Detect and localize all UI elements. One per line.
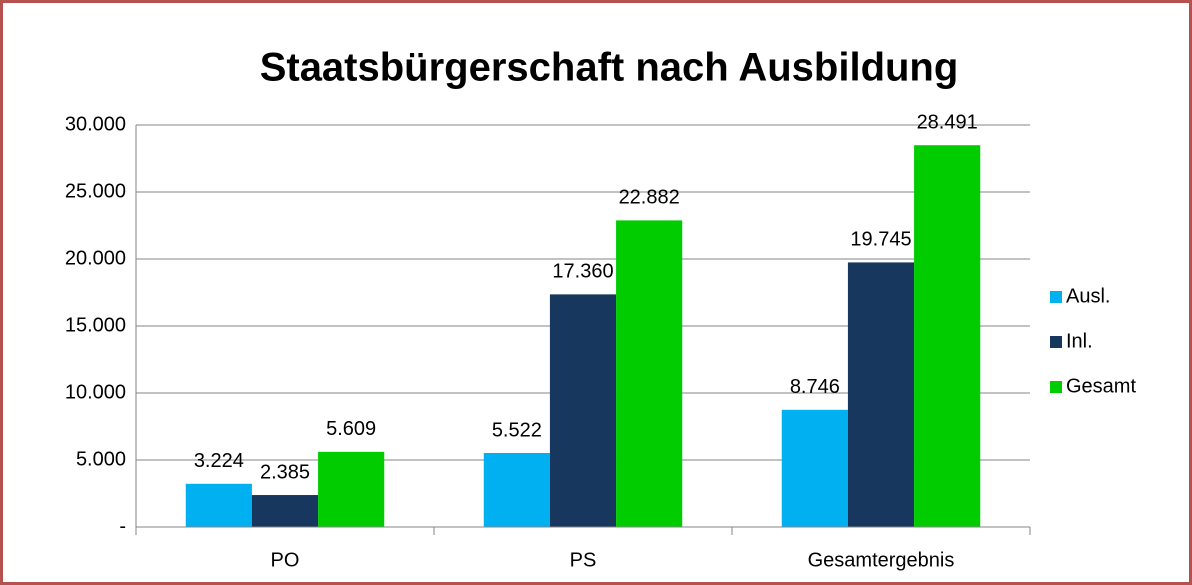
y-tick-label: 15.000 <box>65 314 126 336</box>
y-tick-label: 10.000 <box>65 381 126 403</box>
bar <box>483 453 550 527</box>
bar <box>318 451 385 527</box>
bar <box>781 409 848 527</box>
legend-swatch <box>1050 336 1062 348</box>
legend-label: Inl. <box>1066 330 1093 352</box>
bar <box>549 294 617 527</box>
y-tick-label: - <box>119 515 126 537</box>
bar <box>185 483 252 527</box>
legend-label: Ausl. <box>1066 285 1110 307</box>
data-label: 22.882 <box>619 187 680 209</box>
bar <box>616 220 683 527</box>
data-label: 28.491 <box>917 112 978 134</box>
data-label: 5.522 <box>492 419 542 441</box>
bar <box>914 145 981 528</box>
legend-swatch <box>1050 291 1062 303</box>
y-tick-label: 30.000 <box>65 113 126 135</box>
x-tick-label: PO <box>271 549 300 571</box>
data-label: 8.746 <box>790 376 840 398</box>
y-tick-label: 5.000 <box>76 448 126 470</box>
legend-label: Gesamt <box>1066 375 1136 397</box>
x-tick-label: Gesamtergebnis <box>808 549 955 571</box>
data-label: 2.385 <box>260 461 310 483</box>
legend-swatch <box>1050 381 1062 393</box>
bar <box>847 262 915 527</box>
x-tick-label: PS <box>570 549 597 571</box>
chart-title: Staatsbürgerschaft nach Ausbildung <box>260 46 959 90</box>
bar <box>251 495 319 527</box>
data-label: 19.745 <box>850 229 911 251</box>
data-label: 5.609 <box>326 418 376 440</box>
data-label: 3.224 <box>194 450 244 472</box>
data-label: 17.360 <box>552 261 613 283</box>
y-tick-label: 25.000 <box>65 180 126 202</box>
y-tick-label: 20.000 <box>65 247 126 269</box>
